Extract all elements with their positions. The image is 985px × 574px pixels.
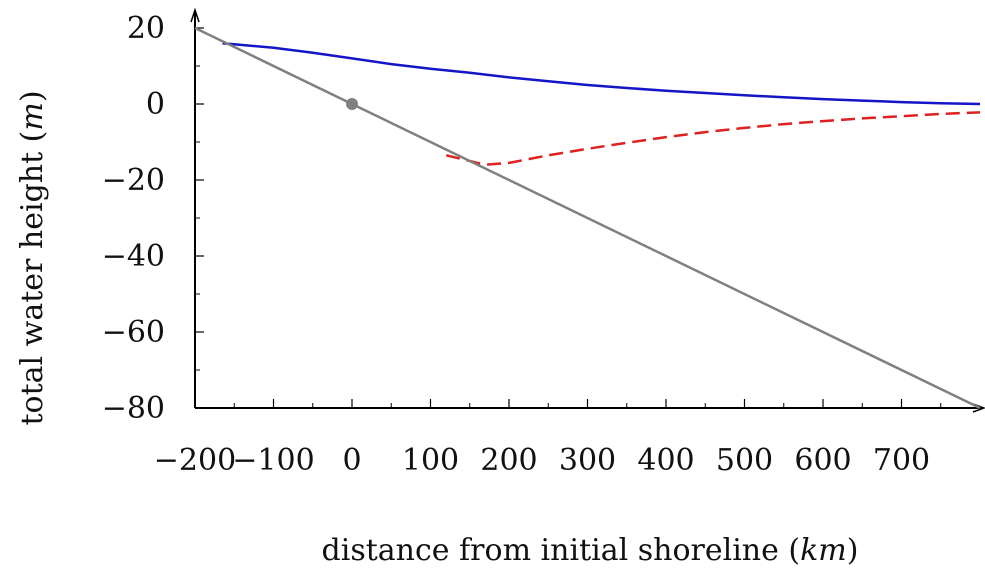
- ticks: [194, 27, 942, 409]
- y-tick-label: −60: [102, 315, 165, 350]
- x-tick-label: 700: [873, 443, 930, 478]
- series-solid-line: [222, 41, 981, 106]
- series-bathymetry-line: [194, 26, 981, 410]
- x-tick-label: −100: [232, 443, 314, 478]
- x-tick-label: 100: [402, 443, 459, 478]
- x-tick-label: 400: [637, 443, 694, 478]
- y-tick-label: −20: [102, 163, 165, 198]
- x-tick-label: 0: [342, 443, 361, 478]
- y-axis-label: total water height (m): [15, 90, 50, 425]
- x-tick-label: 200: [480, 443, 537, 478]
- x-tick-label: 600: [794, 443, 851, 478]
- y-tick-label: 20: [127, 11, 165, 46]
- series-layer: [194, 26, 981, 410]
- x-tick-label: 300: [559, 443, 616, 478]
- y-tick-label: −40: [102, 239, 165, 274]
- x-tick-label: −200: [154, 443, 236, 478]
- x-axis-label: distance from initial shoreline (km): [322, 533, 859, 568]
- y-tick-label: 0: [146, 87, 165, 122]
- x-tick-label: 500: [716, 443, 773, 478]
- series-dashed-line: [445, 111, 981, 167]
- y-tick-label: −80: [102, 391, 165, 426]
- y-axis-arrow: [190, 7, 200, 23]
- tick-labels: −200−100 0 100 200 300 400 500 600 700200−20−40−…: [102, 11, 930, 478]
- shoreline-marker: [346, 98, 358, 110]
